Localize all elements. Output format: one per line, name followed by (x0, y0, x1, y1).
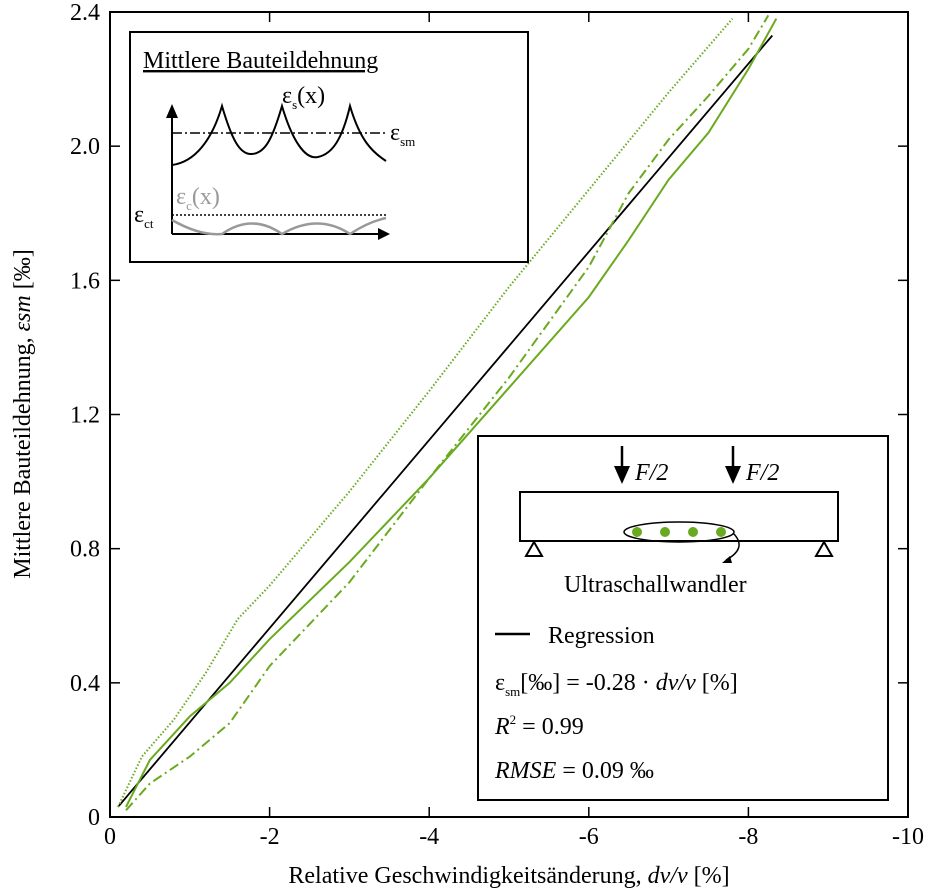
steel-strain-curve (171, 102, 387, 166)
series-group (117, 14, 778, 811)
x-tick-label: 0 (104, 824, 116, 850)
inset-x-arrow (378, 228, 390, 240)
beam (519, 491, 839, 542)
rmse: RMSE = 0.09 ‰ (494, 758, 654, 784)
inset-beam-frame (477, 435, 889, 801)
x-tick-label: -6 (579, 824, 599, 850)
y-tick-label: 0.8 (70, 537, 100, 563)
concrete-strain-curve (171, 216, 387, 236)
transducer-group-outline (623, 521, 735, 543)
x-tick-label: -4 (419, 824, 439, 850)
support-right (814, 539, 834, 557)
regression-equation: εsm[‰] = -0.28 · dv/v [%] (495, 670, 738, 699)
series-line-dotted (117, 18, 734, 808)
inset-y-arrow (166, 104, 178, 118)
y-tick-label: 0 (88, 805, 100, 831)
load-label-right: F/2 (745, 460, 779, 486)
x-tick-label: -8 (738, 824, 758, 850)
support-left (524, 539, 544, 557)
inset-strain: Mittlere Bauteildehnung εs(x) εsm εc(x) … (129, 31, 529, 263)
r-squared: R2 = 0.99 (494, 712, 584, 740)
y-tick-label: 1.2 (70, 403, 100, 429)
x-tick-label: -10 (892, 824, 924, 850)
inset-beam: F/2 F/2 Ultraschallwandler Regression εs… (477, 435, 889, 801)
transducer-dot (716, 527, 726, 537)
axis-ticks: 0 -2 -4 -6 -8 -10 0 0.4 0.8 1.2 1.6 2.0 2.4 (70, 0, 924, 850)
load-arrow-left-head (614, 466, 630, 484)
transducer-pointer-head (722, 556, 732, 563)
x-axis-label: Relative Geschwindigkeitsänderung, dv/v … (288, 863, 729, 889)
transducer-dot (632, 527, 642, 537)
transducer-dot (660, 527, 670, 537)
series-line-regression (117, 34, 773, 808)
y-tick-label: 2.0 (70, 134, 100, 160)
y-axis-label: Mittlere Bauteildehnung, εsm [‰] (10, 249, 36, 578)
load-arrow-right-head (725, 466, 741, 484)
eq-var: ε (495, 670, 505, 696)
legend-regression-label: Regression (548, 623, 655, 649)
label-es: εs(x) (282, 83, 325, 112)
transducer-dot (688, 527, 698, 537)
series-line-solid (125, 18, 778, 808)
y-tick-label: 0.4 (70, 671, 100, 697)
x-tick-label: -2 (260, 824, 280, 850)
transducer-label: Ultraschallwandler (564, 572, 747, 598)
y-tick-label: 1.6 (70, 268, 100, 294)
y-tick-label: 2.4 (70, 0, 100, 26)
inset-strain-title: Mittlere Bauteildehnung (143, 48, 378, 74)
load-label-left: F/2 (634, 460, 668, 486)
label-ec: εc(x) (176, 184, 220, 213)
